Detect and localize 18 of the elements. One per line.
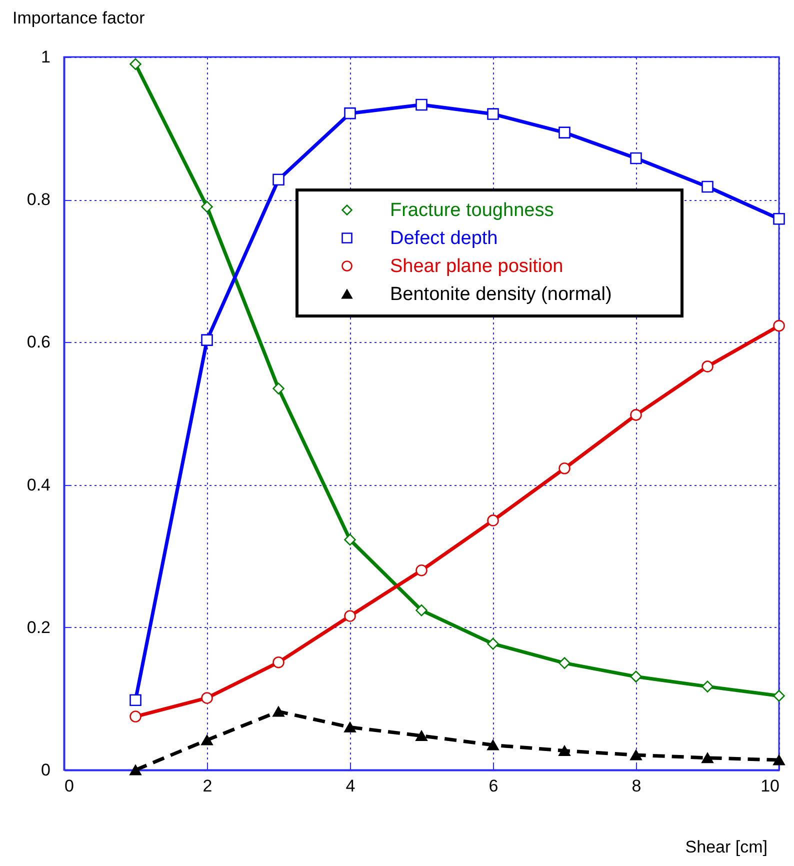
x-tick-label: 10	[760, 776, 780, 796]
y-tick-label: 0.8	[26, 190, 50, 210]
x-tick-label: 0	[64, 776, 74, 796]
y-tick-label: 0.2	[26, 618, 50, 637]
y-tick-label: 0	[41, 760, 50, 780]
y-tick-label: 0.4	[26, 475, 50, 494]
y-tick-label: 1	[41, 48, 50, 66]
y-axis-title: Importance factor	[12, 8, 146, 28]
x-axis-title: Shear [cm]	[685, 838, 768, 856]
legend-label: Fracture toughness	[390, 200, 554, 221]
legend-label: Defect depth	[390, 228, 498, 249]
x-tick-label: 6	[488, 776, 498, 796]
legend-label: Bentonite density (normal)	[390, 284, 612, 305]
x-tick-label: 2	[202, 776, 212, 796]
legend-label: Shear plane position	[390, 256, 564, 277]
x-tick-label: 4	[346, 776, 356, 796]
y-tick-label: 0.6	[26, 332, 50, 352]
x-tick-label: 8	[632, 776, 642, 796]
